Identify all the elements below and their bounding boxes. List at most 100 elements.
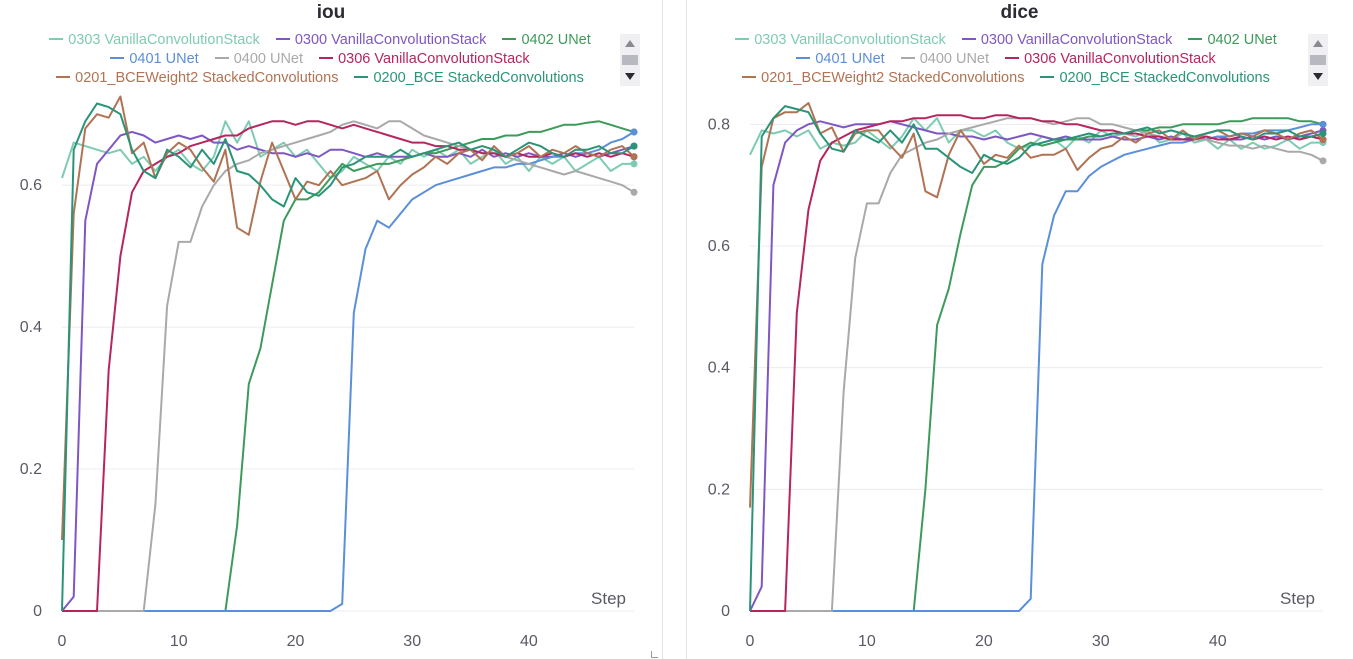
legend-item[interactable]: 0303 VanillaConvolutionStack [735, 31, 946, 50]
series-end-point [630, 153, 638, 161]
legend-item[interactable]: 0201_BCEWeight2 StackedConvolutions [742, 69, 1024, 88]
legend-item[interactable]: 0401 UNet [796, 50, 885, 69]
legend-item[interactable]: 0400 UNet [214, 50, 304, 69]
legend-row: 0201_BCEWeight2 StackedConvolutions 0200… [706, 69, 1306, 88]
legend-item[interactable]: 0306 VanillaConvolutionStack [1005, 50, 1216, 69]
legend-label: 0401 UNet [129, 51, 199, 67]
series-line [62, 120, 635, 612]
legend-item[interactable]: 0200_BCE StackedConvolutions [354, 69, 584, 88]
legend-row: 0201_BCEWeight2 StackedConvolutions 0200… [20, 69, 620, 88]
legend-swatch [110, 57, 125, 60]
legend-swatch [354, 76, 369, 79]
y-tick-label: 0.4 [708, 360, 730, 377]
scroll-thumb[interactable] [1310, 55, 1326, 65]
legend-label: 0306 VanillaConvolutionStack [338, 51, 530, 67]
legend-item[interactable]: 0300 VanillaConvolutionStack [275, 31, 487, 50]
legend-item[interactable]: 0303 VanillaConvolutionStack [49, 31, 260, 50]
legend-row: 0401 UNet 0400 UNet 0306 VanillaConvolut… [706, 50, 1306, 69]
x-tick-label: 40 [1209, 633, 1227, 650]
panel-divider [662, 0, 663, 659]
legend-item[interactable]: 0402 UNet [1188, 31, 1277, 50]
y-tick-label: 0.2 [708, 481, 730, 498]
legend-label: 0200_BCE StackedConvolutions [373, 70, 584, 86]
series-line [62, 120, 635, 612]
series-end-point [630, 160, 638, 168]
legend-swatch [900, 57, 915, 60]
legend-swatch [961, 38, 976, 41]
dice-chart-panel: dice 0303 VanillaConvolutionStack 0300 V… [686, 0, 1353, 659]
legend-label: 0201_BCEWeight2 StackedConvolutions [75, 70, 339, 86]
x-tick-label: 10 [858, 633, 876, 650]
y-tick-label: 0.8 [708, 116, 730, 133]
legend-label: 0201_BCEWeight2 StackedConvolutions [761, 70, 1025, 86]
x-tick-label: 40 [520, 633, 538, 650]
x-axis-label: Step [591, 589, 626, 608]
y-tick-label: 0.6 [20, 177, 42, 194]
series-end-point [1319, 129, 1327, 137]
legend-swatch [214, 57, 229, 60]
legend-label: 0303 VanillaConvolutionStack [68, 32, 260, 48]
legend-item[interactable]: 0402 UNet [502, 31, 591, 50]
legend-label: 0402 UNet [521, 32, 591, 48]
legend-scrollbar[interactable] [1308, 34, 1328, 86]
series-end-point [1319, 120, 1327, 128]
scroll-up-icon[interactable] [1313, 40, 1323, 47]
scroll-thumb[interactable] [622, 55, 638, 65]
iou-plot: 0 0.2 0.4 0.6 0 10 20 30 40 Step [20, 95, 638, 650]
series-line [750, 114, 1324, 612]
legend-swatch [275, 38, 290, 41]
series-end-point [630, 128, 638, 136]
y-tick-label: 0.6 [708, 238, 730, 255]
x-axis-label: Step [1280, 589, 1315, 608]
legend-item[interactable]: 0300 VanillaConvolutionStack [961, 31, 1172, 50]
scroll-up-icon[interactable] [625, 40, 635, 47]
legend-scrollbar[interactable] [620, 34, 640, 86]
legend-swatch [502, 38, 517, 41]
legend-label: 0306 VanillaConvolutionStack [1024, 51, 1216, 67]
legend-label: 0303 VanillaConvolutionStack [754, 32, 946, 48]
y-tick-label: 0.2 [20, 461, 42, 478]
legend-row: 0303 VanillaConvolutionStack 0300 Vanill… [706, 31, 1306, 50]
legend-label: 0402 UNet [1207, 32, 1277, 48]
x-tick-label: 30 [403, 633, 421, 650]
legend-item[interactable]: 0201_BCEWeight2 StackedConvolutions [56, 69, 338, 88]
series-line [749, 117, 1323, 156]
scroll-down-icon[interactable] [1313, 73, 1323, 80]
legend-label: 0400 UNet [919, 51, 990, 67]
legend-label: 0200_BCE StackedConvolutions [1059, 70, 1270, 86]
legend-item[interactable]: 0401 UNet [110, 50, 199, 69]
legend-item[interactable]: 0200_BCE StackedConvolutions [1040, 69, 1270, 88]
resize-handle-icon[interactable] [651, 651, 658, 658]
dice-plot: 0 0.2 0.4 0.6 0.8 0 10 20 30 40 Step [708, 102, 1327, 650]
legend-swatch [1040, 76, 1055, 79]
series-line [61, 130, 635, 612]
legend-item[interactable]: 0306 VanillaConvolutionStack [319, 50, 530, 69]
x-tick-label: 0 [746, 633, 755, 650]
legend-swatch [56, 76, 71, 79]
series-line [61, 120, 634, 180]
legend-swatch [49, 38, 64, 41]
series-line [749, 105, 1324, 612]
scroll-down-icon[interactable] [625, 73, 635, 80]
legend-row: 0401 UNet 0400 UNet 0306 VanillaConvolut… [20, 50, 620, 69]
legend-label: 0300 VanillaConvolutionStack [294, 32, 487, 48]
y-tick-label: 0 [33, 603, 42, 620]
iou-chart-panel: iou 0303 VanillaConvolutionStack 0300 Va… [0, 0, 662, 659]
legend-label: 0400 UNet [233, 51, 304, 67]
legend-item[interactable]: 0400 UNet [900, 50, 990, 69]
legend-swatch [735, 38, 750, 41]
chart-legend: 0303 VanillaConvolutionStack 0300 Vanill… [20, 31, 620, 88]
x-tick-label: 0 [58, 633, 67, 650]
y-tick-label: 0.4 [20, 319, 42, 336]
series-end-point [630, 188, 638, 196]
legend-swatch [796, 57, 811, 60]
x-tick-label: 10 [170, 633, 188, 650]
series-line [61, 102, 635, 612]
chart-title: dice [1000, 2, 1039, 23]
series-line [62, 120, 635, 612]
chart-legend: 0303 VanillaConvolutionStack 0300 Vanill… [706, 31, 1306, 88]
x-tick-label: 20 [975, 633, 993, 650]
legend-label: 0401 UNet [815, 51, 885, 67]
x-tick-label: 20 [287, 633, 305, 650]
legend-swatch [742, 76, 757, 79]
